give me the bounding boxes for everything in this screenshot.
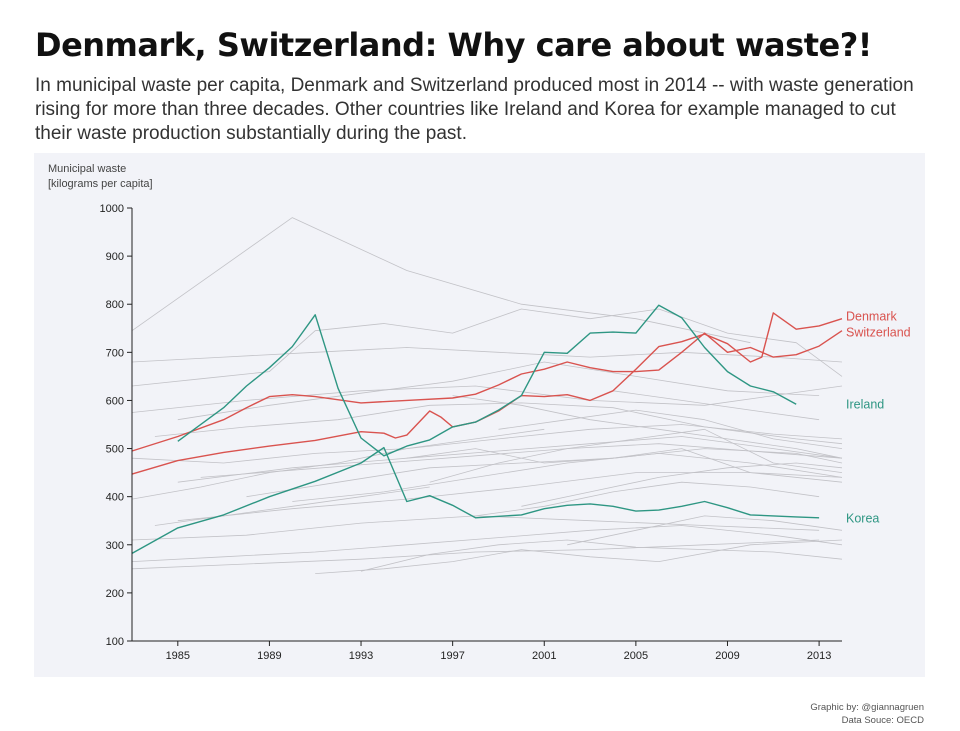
y-tick-label: 900 bbox=[106, 251, 124, 263]
background-series-line bbox=[131, 515, 820, 541]
background-series-line bbox=[154, 402, 843, 445]
x-tick-label: 2005 bbox=[624, 650, 648, 662]
series-labels-group: Denmark Switzerland Ireland Korea bbox=[846, 310, 911, 526]
y-axis-title-line1: Municipal waste bbox=[48, 163, 126, 175]
background-series-line bbox=[429, 428, 843, 483]
y-tick-label: 400 bbox=[106, 492, 124, 504]
series-label-switzerland: Switzerland bbox=[846, 326, 911, 340]
series-label-denmark: Denmark bbox=[846, 310, 897, 324]
background-series-group bbox=[131, 217, 843, 574]
y-axis-title-line2: [kilograms per capita] bbox=[48, 178, 153, 190]
background-series-line bbox=[177, 436, 843, 483]
credit-source: Data Souce: OECD bbox=[841, 715, 924, 726]
series-line-ireland bbox=[177, 304, 797, 457]
background-series-line bbox=[567, 515, 843, 546]
background-series-line bbox=[406, 448, 843, 478]
y-tick-label: 100 bbox=[106, 636, 124, 648]
background-series-line bbox=[131, 539, 820, 570]
background-series-line bbox=[131, 308, 843, 387]
x-tick-label: 1993 bbox=[349, 650, 373, 662]
background-series-line bbox=[154, 486, 430, 526]
series-label-korea: Korea bbox=[846, 511, 879, 525]
chart-title: Denmark, Switzerland: Why care about was… bbox=[35, 26, 872, 64]
axes-group: 100 200 300 400 500 600 700 800 900 1000 1985 1989 1… bbox=[100, 203, 842, 662]
series-line-denmark bbox=[131, 330, 843, 452]
background-series-line bbox=[292, 453, 843, 502]
x-tick-label: 1985 bbox=[166, 650, 190, 662]
background-series-line bbox=[131, 217, 751, 344]
background-series-line bbox=[521, 462, 843, 507]
background-series-line bbox=[315, 539, 843, 574]
background-series-line bbox=[498, 409, 843, 449]
background-series-line bbox=[177, 361, 820, 421]
x-tick-label: 1989 bbox=[257, 650, 281, 662]
chart-subtitle: In municipal waste per capita, Denmark a… bbox=[35, 75, 914, 144]
y-tick-label: 300 bbox=[106, 540, 124, 552]
x-tick-label: 2001 bbox=[532, 650, 556, 662]
background-series-line bbox=[131, 424, 843, 464]
background-series-line bbox=[612, 390, 820, 421]
chart-panel bbox=[34, 153, 925, 677]
x-tick-label: 1997 bbox=[440, 650, 464, 662]
y-tick-label: 500 bbox=[106, 444, 124, 456]
series-label-ireland: Ireland bbox=[846, 397, 884, 411]
series-line-switzerland bbox=[131, 312, 843, 475]
line-chart: Municipal waste [kilograms per capita] 1… bbox=[48, 163, 911, 662]
background-series-line bbox=[131, 428, 545, 500]
background-series-line bbox=[131, 525, 843, 562]
background-series-line bbox=[200, 443, 843, 478]
series-line-korea bbox=[131, 446, 820, 555]
highlight-series-group bbox=[131, 304, 843, 555]
background-series-line bbox=[131, 385, 843, 413]
y-tick-label: 600 bbox=[106, 395, 124, 407]
x-tick-label: 2013 bbox=[807, 650, 831, 662]
background-series-line bbox=[452, 395, 843, 459]
x-tick-label: 2009 bbox=[715, 650, 739, 662]
y-tick-label: 800 bbox=[106, 299, 124, 311]
y-tick-label: 1000 bbox=[100, 203, 124, 215]
background-series-line bbox=[246, 448, 843, 498]
y-tick-label: 700 bbox=[106, 347, 124, 359]
y-tick-label: 200 bbox=[106, 588, 124, 600]
credit-graphic: Graphic by: @giannagruen bbox=[810, 702, 924, 713]
background-series-line bbox=[177, 472, 843, 522]
background-series-line bbox=[475, 481, 820, 517]
background-series-line bbox=[360, 539, 843, 572]
